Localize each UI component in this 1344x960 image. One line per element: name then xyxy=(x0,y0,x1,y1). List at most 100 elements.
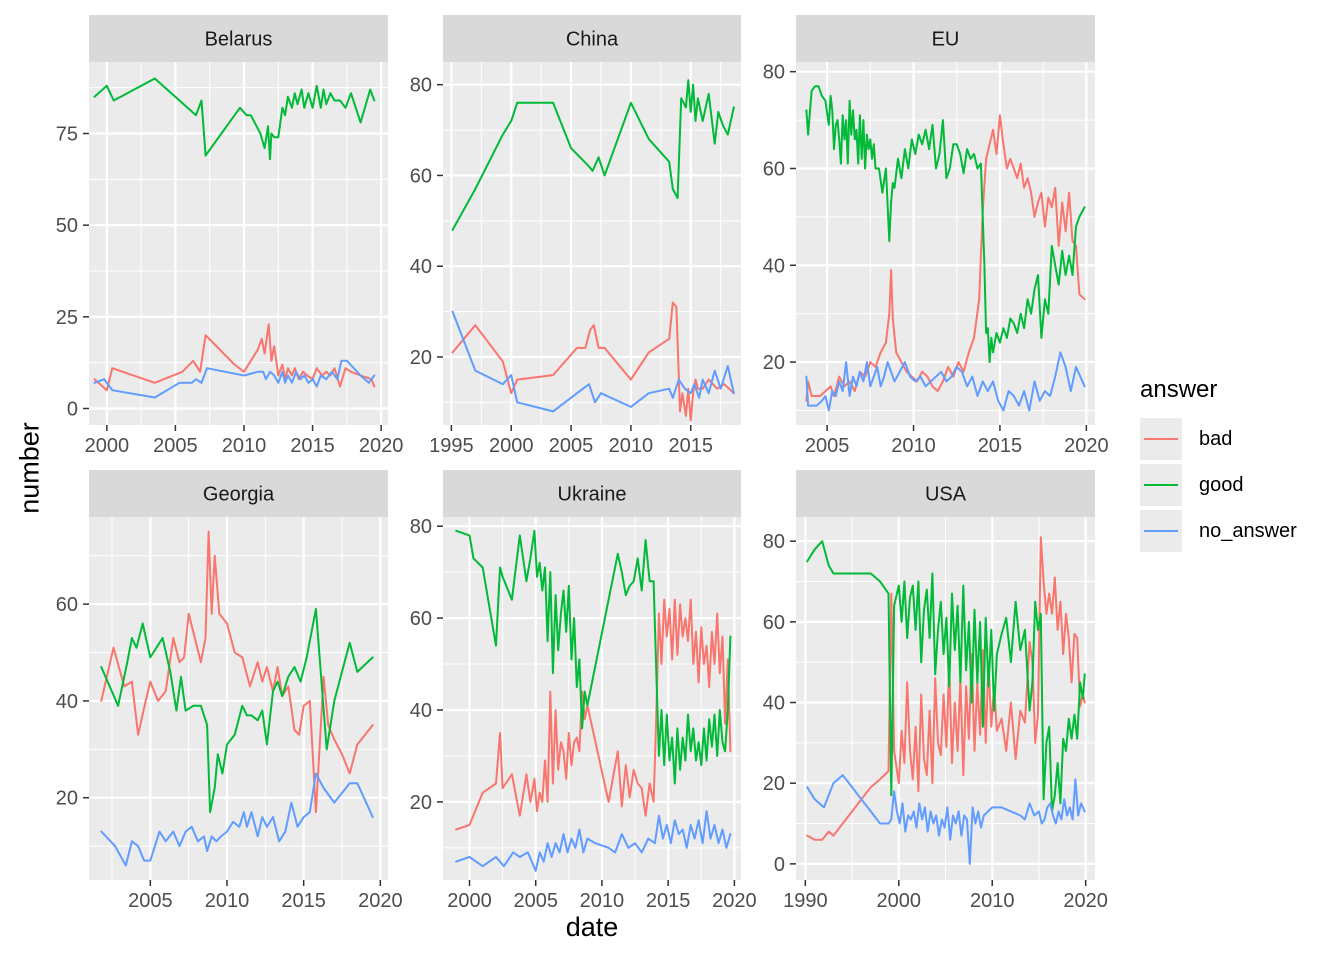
y-tick-label: 80 xyxy=(410,75,432,97)
y-tick-label: 0 xyxy=(67,399,78,421)
y-tick-label: 25 xyxy=(56,307,78,329)
series-line-good xyxy=(806,540,1086,813)
series-line-no-answer xyxy=(93,359,376,399)
y-tick-label: 50 xyxy=(56,215,78,237)
x-tick-label: 2000 xyxy=(489,435,534,457)
series-line-good xyxy=(805,85,1086,364)
x-tick-label: 2000 xyxy=(447,890,492,912)
series-line-bad xyxy=(455,598,732,831)
x-tick-label: 2005 xyxy=(128,890,173,912)
series-line-bad xyxy=(805,114,1086,402)
y-axis-title: number xyxy=(14,422,45,514)
x-tick-label: 2005 xyxy=(805,435,850,457)
panel-strip xyxy=(443,15,741,62)
x-tick-label: 2020 xyxy=(358,890,403,912)
y-tick-label: 0 xyxy=(774,854,785,876)
series-line-good xyxy=(451,79,735,231)
y-tick-label: 60 xyxy=(410,165,432,187)
legend-item-bad: bad xyxy=(1140,416,1297,462)
x-tick-label: 1995 xyxy=(429,435,474,457)
panel-title: Belarus xyxy=(205,29,273,51)
legend-label-good: good xyxy=(1199,473,1244,496)
x-axis-title: date xyxy=(565,912,619,942)
y-tick-label: 60 xyxy=(56,594,78,616)
series-line-good xyxy=(100,608,374,814)
y-tick-label: 75 xyxy=(56,124,78,146)
x-tick-label: 2005 xyxy=(153,435,198,457)
series-line-no-answer xyxy=(805,351,1086,412)
series-line-no-answer xyxy=(455,810,732,872)
x-tick-label: 2015 xyxy=(646,890,691,912)
x-tick-label: 2020 xyxy=(1064,435,1109,457)
x-tick-label: 2015 xyxy=(281,890,326,912)
panel-background xyxy=(89,62,388,425)
y-tick-label: 40 xyxy=(763,255,785,277)
y-tick-label: 60 xyxy=(410,608,432,630)
y-tick-label: 40 xyxy=(410,700,432,722)
x-tick-label: 2010 xyxy=(580,890,625,912)
panel-usa: USA 1990 2000 2010 2020 0 20 40 60 80 xyxy=(763,470,1108,912)
x-tick-label: 2010 xyxy=(891,435,936,457)
legend-key-bad xyxy=(1140,418,1182,460)
x-tick-label: 2015 xyxy=(978,435,1023,457)
x-tick-label: 2005 xyxy=(513,890,558,912)
y-tick-label: 20 xyxy=(56,788,78,810)
x-tick-label: 2010 xyxy=(609,435,654,457)
y-tick-label: 80 xyxy=(763,62,785,84)
series-line-no-answer xyxy=(100,772,374,867)
x-tick-label: 2010 xyxy=(222,435,267,457)
series-line-bad xyxy=(451,301,735,422)
legend-title: answer xyxy=(1140,376,1218,403)
panel-strip xyxy=(89,470,388,517)
x-tick-label: 2000 xyxy=(85,435,130,457)
x-tick-label: 2020 xyxy=(712,890,757,912)
x-tick-label: 2020 xyxy=(359,435,404,457)
x-tick-label: 2010 xyxy=(205,890,250,912)
panel-strip xyxy=(796,15,1095,62)
y-tick-label: 40 xyxy=(56,691,78,713)
y-tick-label: 20 xyxy=(410,792,432,814)
x-tick-label: 2015 xyxy=(290,435,335,457)
panel-strip xyxy=(796,470,1095,517)
y-tick-label: 80 xyxy=(763,531,785,553)
x-tick-label: 2015 xyxy=(668,435,713,457)
y-tick-label: 20 xyxy=(410,347,432,369)
x-tick-label: 2000 xyxy=(877,890,922,912)
panel-belarus: Belarus 2000 2005 2010 2015 2020 0 25 50 75 xyxy=(56,15,404,457)
y-tick-label: 40 xyxy=(410,256,432,278)
legend-key-good xyxy=(1140,464,1182,506)
panel-strip xyxy=(443,470,741,517)
y-tick-label: 60 xyxy=(763,158,785,180)
x-tick-label: 2005 xyxy=(549,435,594,457)
y-tick-label: 20 xyxy=(763,352,785,374)
legend-label-bad: bad xyxy=(1199,427,1233,450)
panel-background xyxy=(89,517,388,880)
y-tick-label: 40 xyxy=(763,693,785,715)
x-tick-label: 2010 xyxy=(970,890,1015,912)
panel-title: China xyxy=(566,29,619,51)
panel-title: Georgia xyxy=(203,484,275,506)
panel-background xyxy=(796,62,1095,425)
series-line-good xyxy=(93,77,376,161)
panel-title: USA xyxy=(925,484,967,506)
legend-key-no-answer xyxy=(1140,510,1182,552)
legend-item-good: good xyxy=(1140,462,1297,508)
panel-china: China 1995 2000 2005 2010 2015 20 40 60 80 xyxy=(410,15,741,457)
panel-title: EU xyxy=(932,29,960,51)
y-tick-label: 60 xyxy=(763,612,785,634)
x-tick-label: 1990 xyxy=(783,890,828,912)
legend-label-no-answer: no_answer xyxy=(1199,519,1297,542)
series-line-bad xyxy=(93,323,376,392)
series-line-bad xyxy=(100,530,374,814)
panel-title: Ukraine xyxy=(558,484,627,506)
y-tick-label: 80 xyxy=(410,516,432,538)
series-line-good xyxy=(455,529,732,785)
legend-item-no-answer: no_answer xyxy=(1140,508,1297,554)
y-tick-label: 20 xyxy=(763,773,785,795)
series-line-bad xyxy=(806,536,1086,841)
panel-background xyxy=(443,517,741,880)
